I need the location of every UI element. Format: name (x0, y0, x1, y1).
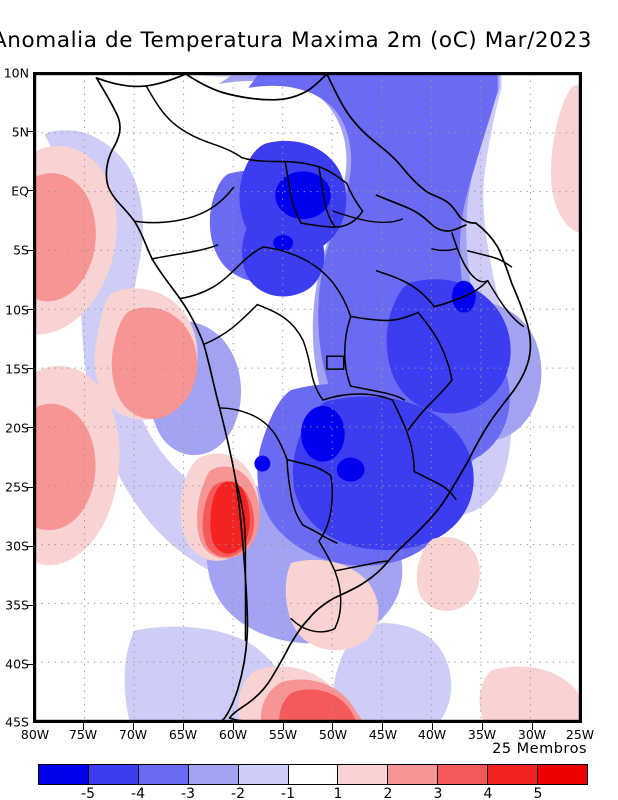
members-label: 25 Membros (492, 741, 587, 757)
y-axis-label-45S: 45S (5, 714, 29, 730)
y-tick-30S (27, 546, 34, 547)
x-tick-65W (183, 723, 184, 730)
colorbar-tick-2: 2 (383, 786, 393, 800)
colorbar-segment-4 (238, 765, 289, 784)
page-title: Anomalia de Temperatura Maxima 2m (oC) M… (0, 28, 593, 53)
map-canvas (35, 74, 580, 721)
x-axis-label-25W: 25W (565, 727, 595, 742)
colorbar-segment-7 (388, 765, 439, 784)
map-gridlines (35, 74, 580, 721)
map-country-borders (133, 85, 525, 642)
x-axis-label-80W: 80W (20, 727, 50, 742)
x-tick-70W (133, 723, 134, 730)
y-axis-label-20S: 20S (5, 420, 29, 436)
anomaly-shading-negative-max (254, 171, 476, 482)
map-coastlines (95, 74, 532, 721)
colorbar-tick-3: 3 (433, 786, 443, 800)
map-plot-area (33, 72, 582, 723)
colorbar-tick-5: 5 (533, 786, 543, 800)
colorbar (38, 764, 588, 785)
y-tick-15S (27, 368, 34, 369)
colorbar-segment-8 (438, 765, 489, 784)
colorbar-segment-0 (39, 765, 89, 784)
colorbar-tick--5: -5 (81, 786, 95, 800)
x-tick-50W (332, 723, 333, 730)
x-axis-label-55W: 55W (268, 727, 298, 742)
y-axis-label-5N: 5N (11, 124, 29, 140)
colorbar-labels: -5 -4 -3 -2 -1 1 2 3 4 5 (38, 786, 588, 800)
y-tick-10S (27, 309, 34, 310)
colorbar-segment-9 (488, 765, 539, 784)
x-axis-label-65W: 65W (168, 727, 198, 742)
x-tick-35W (482, 723, 483, 730)
x-axis-label-35W: 35W (467, 727, 497, 742)
y-tick-35S (27, 605, 34, 606)
colorbar-segment-3 (188, 765, 239, 784)
colorbar-tick--3: -3 (181, 786, 195, 800)
y-tick-EQ (27, 190, 34, 191)
y-axis-label-35S: 35S (5, 597, 29, 613)
colorbar-tick--1: -1 (281, 786, 295, 800)
x-tick-60W (233, 723, 234, 730)
y-axis-label-15S: 15S (5, 361, 29, 377)
y-axis-label-EQ: EQ (11, 183, 29, 199)
y-tick-5N (27, 131, 34, 132)
y-axis-label-40S: 40S (5, 656, 29, 672)
y-axis-label-5S: 5S (13, 242, 29, 258)
y-axis-label-10S: 10S (5, 302, 29, 318)
y-axis-label-10N: 10N (3, 65, 29, 81)
x-tick-40W (432, 723, 433, 730)
y-axis-label-25S: 25S (5, 479, 29, 495)
colorbar-segment-1 (88, 765, 139, 784)
y-axis-label-30S: 30S (5, 538, 29, 554)
y-tick-40S (27, 664, 34, 665)
x-tick-55W (283, 723, 284, 730)
x-tick-75W (83, 723, 84, 730)
colorbar-tick--2: -2 (231, 786, 245, 800)
colorbar-segment-10 (538, 765, 587, 784)
colorbar-segment-2 (138, 765, 189, 784)
x-axis-label-40W: 40W (417, 727, 447, 742)
y-tick-25S (27, 487, 34, 488)
x-tick-45W (382, 723, 383, 730)
x-axis-label-60W: 60W (218, 727, 248, 742)
colorbar-tick-1: 1 (333, 786, 343, 800)
x-axis-label-75W: 75W (68, 727, 98, 742)
y-tick-5S (27, 250, 34, 251)
colorbar-segment-5 (288, 765, 339, 784)
colorbar-tick--4: -4 (131, 786, 145, 800)
y-tick-20S (27, 427, 34, 428)
x-axis-label-50W: 50W (318, 727, 348, 742)
x-axis-label-70W: 70W (118, 727, 148, 742)
colorbar-segment-6 (338, 765, 389, 784)
x-axis-label-30W: 30W (517, 727, 547, 742)
x-axis-label-45W: 45W (368, 727, 398, 742)
colorbar-tick-4: 4 (483, 786, 493, 800)
x-tick-30W (532, 723, 533, 730)
